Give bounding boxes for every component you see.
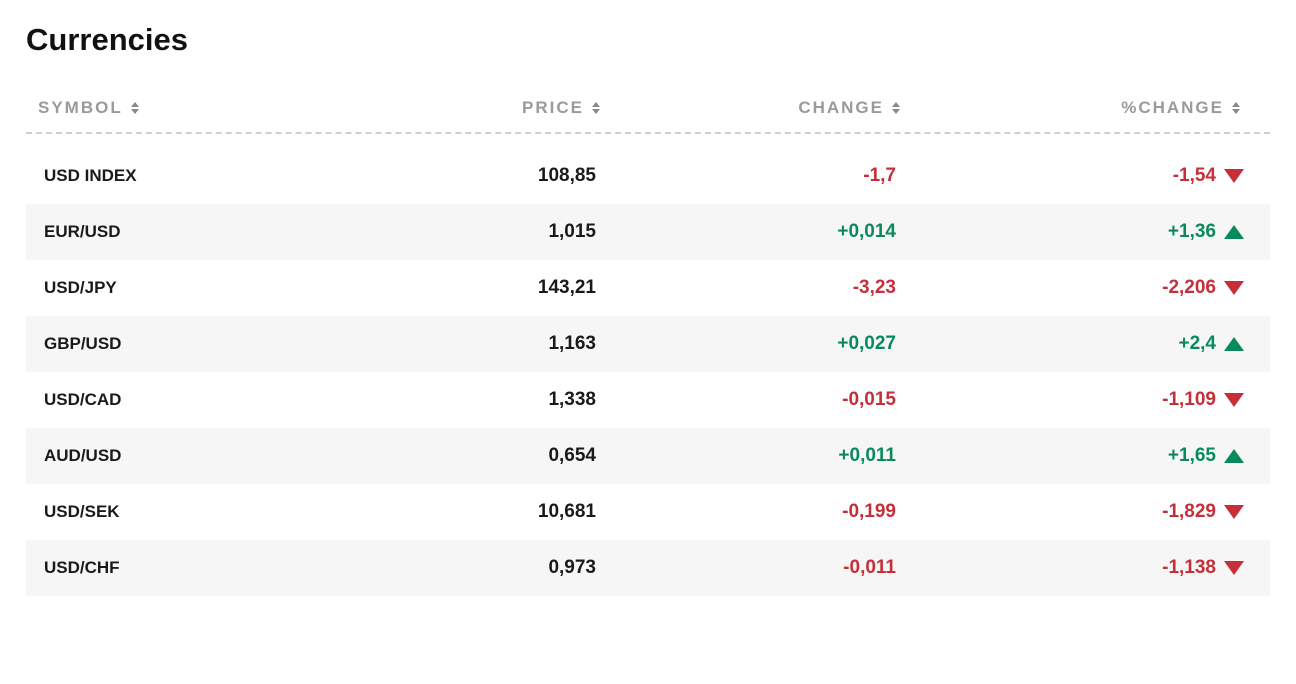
cell-pctchange: -2,206 bbox=[906, 277, 1246, 299]
cell-symbol: USD/CHF bbox=[26, 558, 406, 578]
cell-pctchange-value: +1,65 bbox=[1168, 445, 1216, 467]
sort-icon bbox=[131, 102, 139, 114]
cell-pctchange-value: -1,829 bbox=[1162, 501, 1216, 523]
cell-pctchange: +2,4 bbox=[906, 333, 1246, 355]
cell-symbol: USD/SEK bbox=[26, 502, 406, 522]
cell-price: 0,973 bbox=[406, 557, 606, 579]
col-header-change[interactable]: CHANGE bbox=[606, 98, 906, 118]
cell-pctchange: -1,138 bbox=[906, 557, 1246, 579]
cell-change: +0,027 bbox=[606, 333, 906, 355]
cell-price: 143,21 bbox=[406, 277, 606, 299]
col-header-price[interactable]: PRICE bbox=[406, 98, 606, 118]
triangle-down-icon bbox=[1224, 281, 1244, 295]
triangle-up-icon bbox=[1224, 449, 1244, 463]
table-body: USD INDEX108,85-1,7-1,54EUR/USD1,015+0,0… bbox=[26, 148, 1270, 596]
table-row[interactable]: USD/JPY143,21-3,23 -2,206 bbox=[26, 260, 1270, 316]
cell-symbol: USD INDEX bbox=[26, 166, 406, 186]
cell-change: +0,014 bbox=[606, 221, 906, 243]
col-header-pctchange-label: %CHANGE bbox=[1121, 98, 1224, 118]
cell-change: -3,23 bbox=[606, 277, 906, 299]
page-title: Currencies bbox=[26, 22, 1270, 58]
table-row[interactable]: GBP/USD1,163+0,027 +2,4 bbox=[26, 316, 1270, 372]
cell-change: -0,199 bbox=[606, 501, 906, 523]
sort-icon bbox=[1232, 102, 1240, 114]
col-header-price-label: PRICE bbox=[522, 98, 584, 118]
table-row[interactable]: USD/CAD1,338-0,015 -1,109 bbox=[26, 372, 1270, 428]
cell-change: +0,011 bbox=[606, 445, 906, 467]
table-row[interactable]: USD INDEX108,85-1,7 -1,54 bbox=[26, 148, 1270, 204]
cell-pctchange-value: -1,138 bbox=[1162, 557, 1216, 579]
col-header-symbol-label: SYMBOL bbox=[38, 98, 123, 118]
cell-symbol: EUR/USD bbox=[26, 222, 406, 242]
cell-price: 10,681 bbox=[406, 501, 606, 523]
table-header-row: SYMBOL PRICE CHANGE %CHANGE bbox=[26, 90, 1270, 134]
cell-pctchange-value: -1,109 bbox=[1162, 389, 1216, 411]
cell-price: 1,015 bbox=[406, 221, 606, 243]
cell-pctchange: +1,65 bbox=[906, 445, 1246, 467]
cell-price: 108,85 bbox=[406, 165, 606, 187]
table-row[interactable]: USD/CHF0,973-0,011 -1,138 bbox=[26, 540, 1270, 596]
cell-pctchange-value: -2,206 bbox=[1162, 277, 1216, 299]
col-header-pctchange[interactable]: %CHANGE bbox=[906, 98, 1246, 118]
cell-symbol: GBP/USD bbox=[26, 334, 406, 354]
table-row[interactable]: USD/SEK10,681-0,199 -1,829 bbox=[26, 484, 1270, 540]
triangle-down-icon bbox=[1224, 393, 1244, 407]
cell-price: 0,654 bbox=[406, 445, 606, 467]
col-header-symbol[interactable]: SYMBOL bbox=[26, 98, 406, 118]
col-header-change-label: CHANGE bbox=[798, 98, 884, 118]
cell-change: -0,015 bbox=[606, 389, 906, 411]
sort-icon bbox=[592, 102, 600, 114]
cell-pctchange-value: +2,4 bbox=[1178, 333, 1216, 355]
cell-pctchange: +1,36 bbox=[906, 221, 1246, 243]
currencies-panel: Currencies SYMBOL PRICE CHANGE %CHANGE U… bbox=[0, 0, 1296, 608]
cell-change: -0,011 bbox=[606, 557, 906, 579]
cell-pctchange: -1,109 bbox=[906, 389, 1246, 411]
table-row[interactable]: EUR/USD1,015+0,014 +1,36 bbox=[26, 204, 1270, 260]
triangle-up-icon bbox=[1224, 337, 1244, 351]
cell-symbol: USD/CAD bbox=[26, 390, 406, 410]
cell-pctchange: -1,54 bbox=[906, 165, 1246, 187]
sort-icon bbox=[892, 102, 900, 114]
cell-price: 1,163 bbox=[406, 333, 606, 355]
triangle-down-icon bbox=[1224, 505, 1244, 519]
triangle-up-icon bbox=[1224, 225, 1244, 239]
cell-pctchange-value: -1,54 bbox=[1173, 165, 1216, 187]
triangle-down-icon bbox=[1224, 561, 1244, 575]
table-row[interactable]: AUD/USD0,654+0,011 +1,65 bbox=[26, 428, 1270, 484]
cell-pctchange: -1,829 bbox=[906, 501, 1246, 523]
cell-symbol: AUD/USD bbox=[26, 446, 406, 466]
cell-price: 1,338 bbox=[406, 389, 606, 411]
cell-pctchange-value: +1,36 bbox=[1168, 221, 1216, 243]
cell-symbol: USD/JPY bbox=[26, 278, 406, 298]
triangle-down-icon bbox=[1224, 169, 1244, 183]
cell-change: -1,7 bbox=[606, 165, 906, 187]
